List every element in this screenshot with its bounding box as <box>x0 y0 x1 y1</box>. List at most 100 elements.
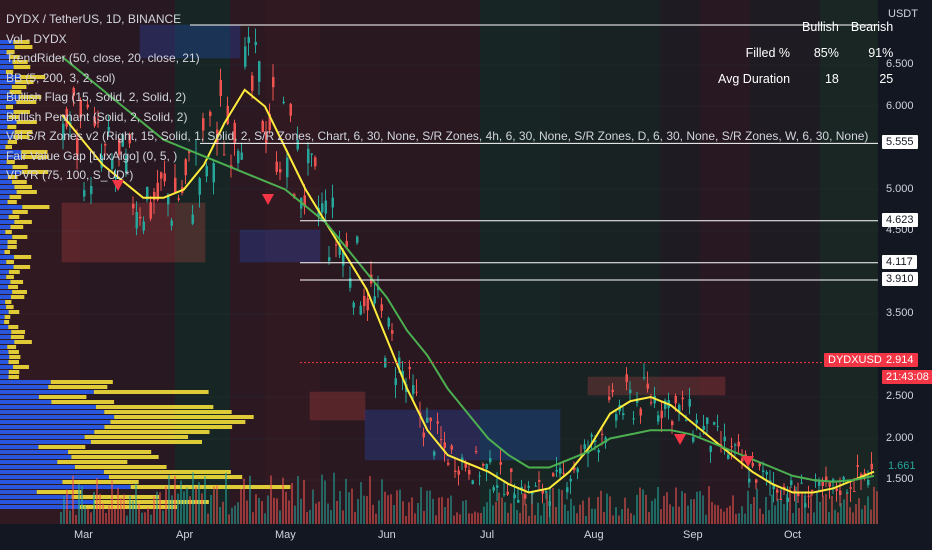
vpvr-bar-blue <box>0 190 17 194</box>
candle-body <box>818 481 821 486</box>
vpvr-bar-blue <box>0 175 8 179</box>
candle-body <box>289 103 292 116</box>
volume-bar <box>747 490 749 524</box>
candle-body <box>79 100 82 118</box>
vpvr-bar-blue <box>0 285 9 289</box>
price-lines <box>190 24 878 364</box>
candle-body <box>464 462 467 468</box>
volume-bar <box>762 514 764 524</box>
candle-body <box>660 410 663 419</box>
volume-bar <box>81 486 83 524</box>
zone-band <box>750 0 820 524</box>
vpvr-bar-blue <box>0 165 13 169</box>
vpvr-bar-blue <box>0 45 15 49</box>
candle-body <box>566 487 569 493</box>
vpvr-bar-blue <box>0 215 9 219</box>
volume-bar <box>780 488 782 524</box>
candle-body <box>478 475 481 477</box>
vpvr-bar-blue <box>0 90 10 94</box>
candle-body <box>380 304 383 311</box>
volume-bar <box>660 509 662 524</box>
vpvr-bar-yellow <box>9 90 22 94</box>
indicator-1[interactable]: TrendRider (50, close, 20, close, 21) <box>6 51 200 65</box>
volume-bar <box>507 512 509 524</box>
volume-bar <box>867 496 869 524</box>
candle-body <box>867 479 870 485</box>
volume-bar <box>828 511 830 524</box>
vpvr-bar-yellow <box>68 450 152 454</box>
indicator-0[interactable]: Vol - DYDX <box>6 31 67 46</box>
candle-body <box>499 462 502 465</box>
vpvr-bar-blue <box>0 310 9 314</box>
candle-body <box>240 152 243 160</box>
time-tick-label: Mar <box>74 529 93 541</box>
price-tick-label: 2.500 <box>886 390 914 402</box>
vpvr-bar-blue <box>0 95 19 99</box>
ma-lines <box>61 55 875 494</box>
volume-bar <box>378 500 380 524</box>
currency-label: USDT <box>888 8 918 20</box>
volume-bar <box>498 492 500 524</box>
volume-bar <box>873 486 875 524</box>
vpvr-bar-yellow <box>18 95 42 99</box>
green-ma-line <box>61 55 875 483</box>
volume-bar <box>324 480 326 524</box>
volume-bar <box>843 499 845 524</box>
candle-body <box>349 278 352 288</box>
volume-bar <box>573 505 575 524</box>
candle-body <box>776 489 779 493</box>
volume-bar <box>564 504 566 524</box>
volume-bar <box>846 493 848 524</box>
candle-body <box>167 194 170 205</box>
candle-body <box>678 404 681 412</box>
candle-body <box>401 370 404 378</box>
candle-body <box>650 402 653 404</box>
vpvr-bar-blue <box>0 125 8 129</box>
indicator-4[interactable]: Bullish Pennant (Solid, 2, Solid, 2) <box>6 109 188 124</box>
vpvr-bar-yellow <box>5 300 12 304</box>
vpvr-bar-blue <box>0 440 91 444</box>
volume-bar <box>552 488 554 524</box>
volume-bar <box>840 503 842 524</box>
vpvr-bar-blue <box>0 305 7 309</box>
candle-body <box>209 111 212 117</box>
indicator-7[interactable]: VPVR (75, 100, S_UD*) <box>6 168 134 182</box>
volume-bar <box>129 495 131 524</box>
candle-body <box>454 470 457 473</box>
volume-bar <box>645 494 647 524</box>
vpvr-bar-blue <box>0 180 13 184</box>
price-tick-label: 5.000 <box>886 182 914 195</box>
indicator-5[interactable]: Vol S/R Zones v2 (Right, 15, Solid, 1, S… <box>6 129 869 143</box>
candle-body <box>734 444 737 446</box>
vpvr-bar-yellow <box>4 250 10 254</box>
volume-bar <box>393 505 395 524</box>
vpvr-bar-blue <box>0 275 7 279</box>
vpvr-bar-blue <box>0 470 104 474</box>
vpvr-bar-blue <box>0 155 22 159</box>
vpvr-bar-yellow <box>95 405 214 409</box>
volume-bar <box>483 506 485 524</box>
indicator-2[interactable]: BB (5, 200, 3, 2, sol) <box>6 70 116 85</box>
vpvr-bar-yellow <box>62 480 139 484</box>
volume-bar <box>225 472 227 524</box>
volume-bar <box>345 478 347 524</box>
vpvr-bar-blue <box>0 485 131 489</box>
volume-bar <box>543 503 545 524</box>
candle-body <box>286 157 289 178</box>
indicator-6[interactable]: Fair Value Gap [LuxAlgo] (0, 5, ) <box>6 148 178 163</box>
zone-band <box>320 0 480 524</box>
volume-bar <box>579 504 581 524</box>
vpvr-bar-blue <box>0 395 39 399</box>
volume-bar <box>588 497 590 524</box>
indicator-3[interactable]: Bullish Flag (15, Solid, 2, Solid, 2) <box>6 90 187 104</box>
candle-body <box>104 144 107 146</box>
symbol-title[interactable]: DYDX / TetherUS, 1D, BINANCE <box>6 12 182 26</box>
fvg-stats-table: Bullish Bearish Filled % 85% 91% Avg Dur… <box>712 14 899 92</box>
volume-bar <box>342 510 344 524</box>
vpvr-bar-blue <box>0 480 63 484</box>
vpvr-bar-yellow <box>71 495 160 499</box>
volume-bar <box>798 508 800 524</box>
volume-bar <box>405 515 407 524</box>
volume-bar <box>282 477 284 524</box>
